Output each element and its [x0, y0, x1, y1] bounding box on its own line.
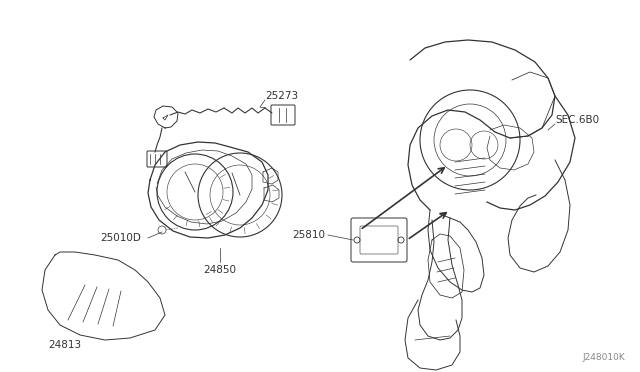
Text: 25273: 25273	[265, 91, 298, 101]
Text: J248010K: J248010K	[582, 353, 625, 362]
Text: 25010D: 25010D	[100, 233, 141, 243]
Text: SEC.6B0: SEC.6B0	[555, 115, 599, 125]
Text: 25810: 25810	[292, 230, 325, 240]
Text: 24813: 24813	[48, 340, 81, 350]
Text: 24850: 24850	[204, 265, 237, 275]
